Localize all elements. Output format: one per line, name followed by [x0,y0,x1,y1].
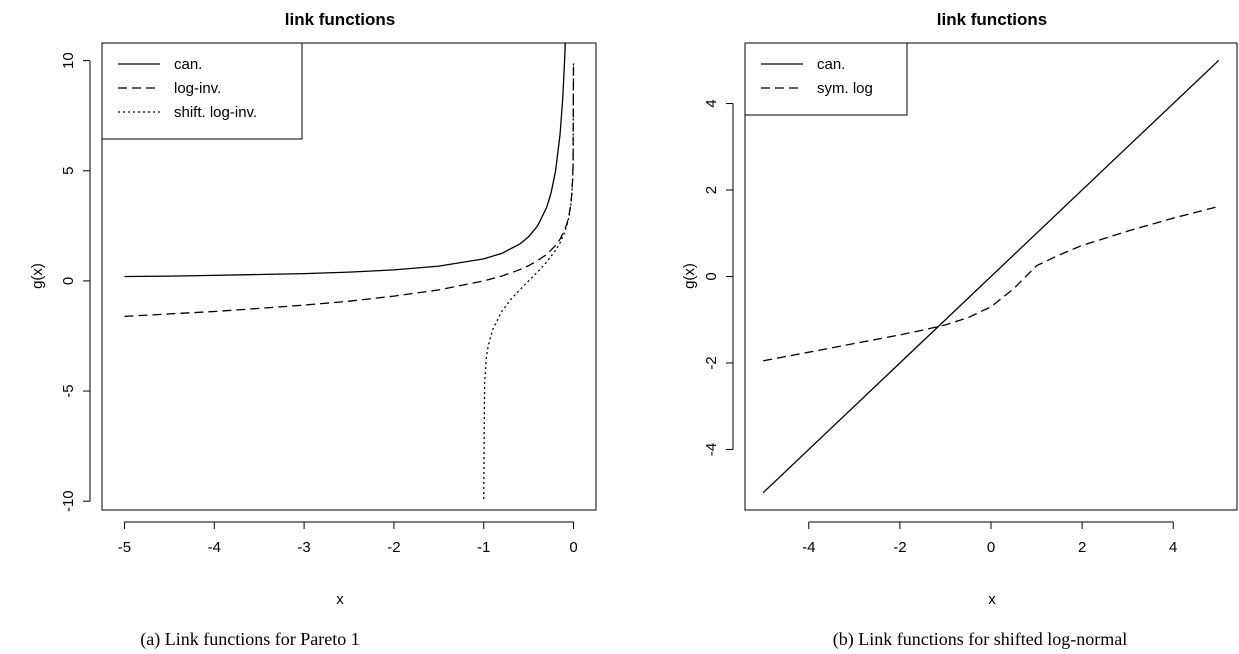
panel-b-series-1-line [762,59,1220,494]
panel-a-y-axis-label: g(x) [29,263,46,289]
panel-a-legend-box [101,42,303,140]
panel-a-caption: (a) Link functions for Pareto 1 [140,629,359,650]
panel-a-x-tick-label: -4 [208,539,221,556]
panel-b-legend-label: sym. log [817,80,873,97]
panel-a-x-tick-label: -1 [477,539,490,556]
panel-a-y-tick-label: 0 [60,277,77,285]
panel-a-series-2-line [124,62,575,318]
panel-a-legend-label: log-inv. [174,80,221,97]
panel-a-title: link functions [285,10,396,29]
panel-a-y-tick-label: 10 [60,52,77,69]
panel-a: link functions x g(x) (a) Link functions… [29,10,597,650]
panel-b: link functions x g(x) (b) Link functions… [681,10,1238,650]
panel-b-x-tick-label: 4 [1169,539,1177,556]
panel-a-x-axis-label: x [336,591,344,608]
panel-b-x-tick-label: 0 [987,539,995,556]
panel-b-series-2-line [763,205,1219,362]
panel-b-x-tick-label: 2 [1078,539,1086,556]
panel-a-x-tick-label: -2 [387,539,400,556]
panel-b-x-axis-label: x [988,591,996,608]
panel-a-plot-area [124,43,575,500]
panel-b-legend-box [744,42,908,116]
panel-b-x-tick-label: -2 [893,539,906,556]
panel-b-caption: (b) Link functions for shifted log-norma… [833,629,1127,650]
panel-b-plot-frame [744,42,1238,511]
panel-a-y-tick-label: -5 [60,384,77,397]
panel-a-y-tick-label: -10 [60,490,77,512]
panel-b-x-tick-label: -4 [802,539,815,556]
panel-a-x-tick-label: -3 [297,539,310,556]
panel-b-y-tick-label: 4 [703,99,720,107]
panel-b-plot-area [762,59,1220,494]
panel-a-x-tick-label: -5 [118,539,131,556]
panel-b-y-tick-label: -2 [703,356,720,369]
panel-a-x-tick-label: 0 [569,539,577,556]
panel-a-plot-frame [101,42,597,511]
panel-b-y-tick-label: -4 [703,443,720,456]
panel-a-legend-label: shift. log-inv. [174,104,257,121]
panel-b-y-tick-label: 2 [703,186,720,194]
panel-b-title: link functions [937,10,1048,29]
panel-b-y-tick-label: 0 [703,272,720,280]
panel-a-legend-label: can. [174,56,202,73]
panel-a-legend: can. log-inv. shift. log-inv. [101,42,303,140]
panel-b-legend: can. sym. log [744,42,908,116]
panel-a-series-1-line [124,43,566,278]
panel-a-y-tick-label: 5 [60,167,77,175]
panel-b-legend-label: can. [817,56,845,73]
panel-b-y-axis-label: g(x) [681,263,698,289]
